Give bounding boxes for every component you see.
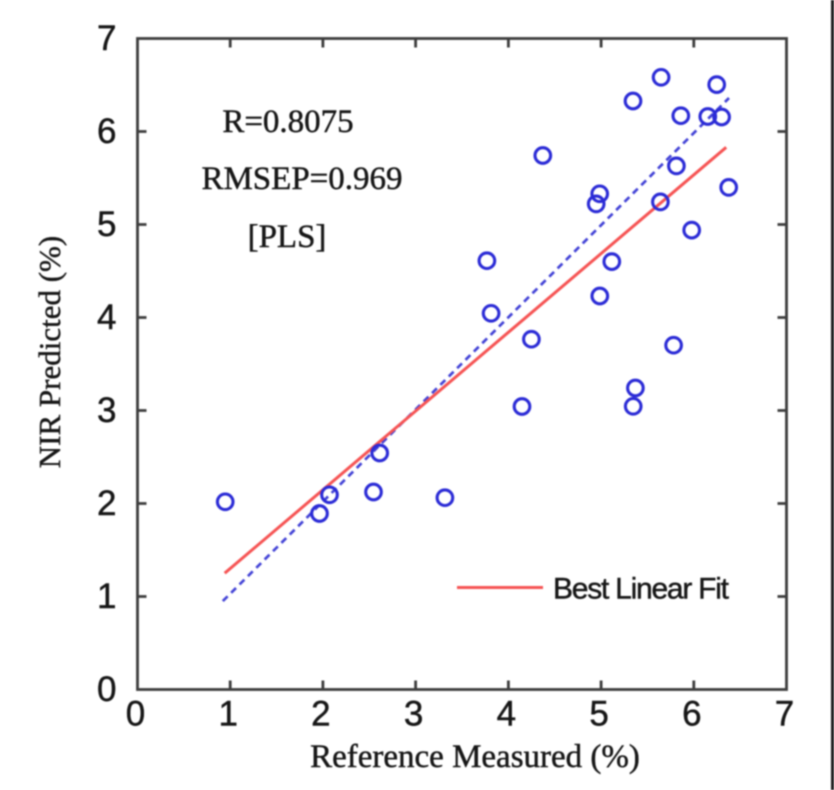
svg-text:0: 0 xyxy=(97,670,116,709)
svg-text:5: 5 xyxy=(589,695,608,734)
svg-text:6: 6 xyxy=(97,112,116,151)
svg-text:Reference Measured (%): Reference Measured (%) xyxy=(310,739,640,775)
svg-text:R=0.8075: R=0.8075 xyxy=(222,104,353,140)
svg-text:3: 3 xyxy=(97,391,116,430)
svg-text:0: 0 xyxy=(126,695,145,734)
svg-text:[PLS]: [PLS] xyxy=(248,219,327,255)
svg-text:5: 5 xyxy=(97,205,116,244)
svg-text:4: 4 xyxy=(97,298,116,337)
svg-text:Best Linear Fit: Best Linear Fit xyxy=(553,573,730,606)
svg-text:2: 2 xyxy=(311,695,330,734)
svg-text:4: 4 xyxy=(497,695,516,734)
svg-text:2: 2 xyxy=(97,484,116,523)
svg-text:7: 7 xyxy=(775,695,794,734)
svg-text:1: 1 xyxy=(218,695,237,734)
svg-text:RMSEP=0.969: RMSEP=0.969 xyxy=(201,161,402,197)
svg-text:3: 3 xyxy=(404,695,423,734)
svg-text:6: 6 xyxy=(682,695,701,734)
svg-text:7: 7 xyxy=(97,19,116,58)
svg-text:1: 1 xyxy=(97,577,116,616)
svg-text:NIR Predicted (%): NIR Predicted (%) xyxy=(32,236,67,468)
